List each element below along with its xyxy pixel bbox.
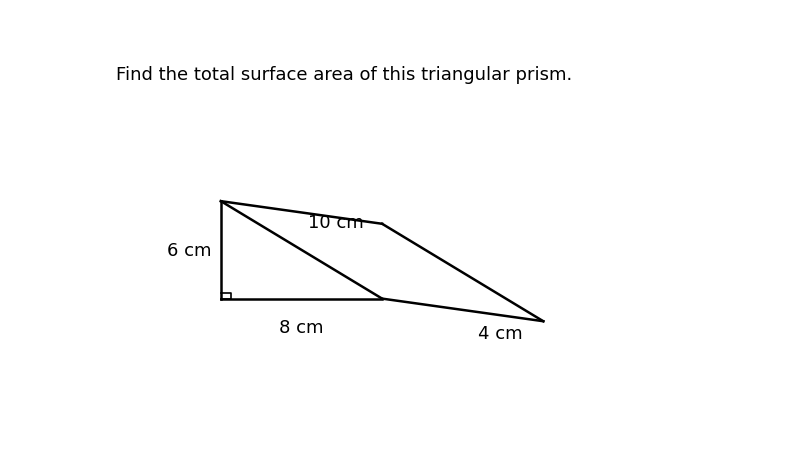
- Text: 4 cm: 4 cm: [478, 324, 523, 342]
- Text: Find the total surface area of this triangular prism.: Find the total surface area of this tria…: [115, 66, 572, 84]
- Text: 8 cm: 8 cm: [279, 318, 324, 336]
- Text: 10 cm: 10 cm: [308, 213, 363, 231]
- Text: 6 cm: 6 cm: [167, 241, 211, 259]
